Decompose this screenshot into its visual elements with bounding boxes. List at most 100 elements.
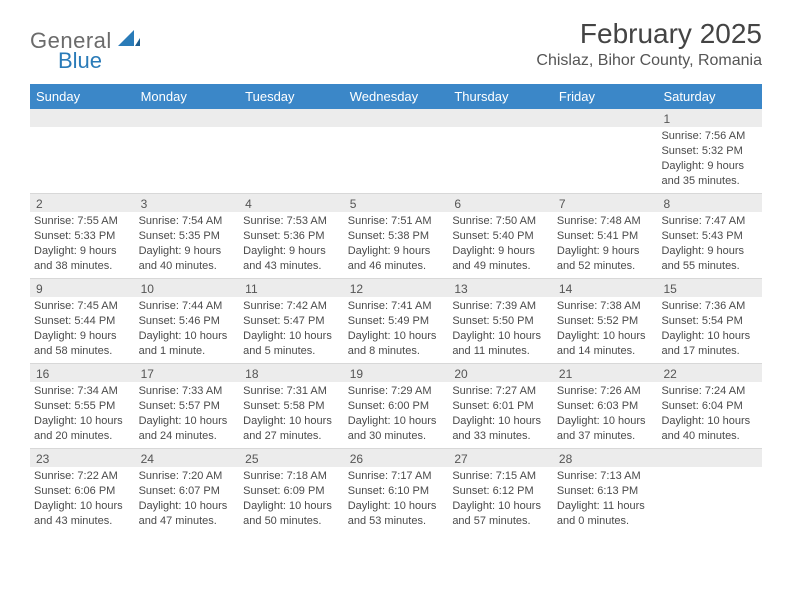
day-cell: 1Sunrise: 7:56 AMSunset: 5:32 PMDaylight… — [657, 109, 762, 193]
sunrise-line: Sunrise: 7:54 AM — [139, 214, 236, 229]
sunset-line: Sunset: 5:52 PM — [557, 314, 654, 329]
sunset-line: Sunset: 5:32 PM — [661, 144, 758, 159]
day-cell — [344, 109, 449, 193]
day-cell: 23Sunrise: 7:22 AMSunset: 6:06 PMDayligh… — [30, 449, 135, 533]
sunrise-line: Sunrise: 7:44 AM — [139, 299, 236, 314]
daylight-line: Daylight: 9 hours and 40 minutes. — [139, 244, 236, 274]
daylight-line: Daylight: 10 hours and 24 minutes. — [139, 414, 236, 444]
sunset-line: Sunset: 5:46 PM — [139, 314, 236, 329]
sunrise-line: Sunrise: 7:36 AM — [661, 299, 758, 314]
location-subtitle: Chislaz, Bihor County, Romania — [536, 52, 762, 70]
sunrise-line: Sunrise: 7:24 AM — [661, 384, 758, 399]
sunrise-line: Sunrise: 7:33 AM — [139, 384, 236, 399]
daylight-line: Daylight: 11 hours and 0 minutes. — [557, 499, 654, 529]
day-cell: 9Sunrise: 7:45 AMSunset: 5:44 PMDaylight… — [30, 279, 135, 363]
day-number: 8 — [657, 194, 762, 212]
day-cell: 14Sunrise: 7:38 AMSunset: 5:52 PMDayligh… — [553, 279, 658, 363]
sunset-line: Sunset: 6:00 PM — [348, 399, 445, 414]
sunrise-line: Sunrise: 7:45 AM — [34, 299, 131, 314]
day-cell: 5Sunrise: 7:51 AMSunset: 5:38 PMDaylight… — [344, 194, 449, 278]
sunrise-line: Sunrise: 7:15 AM — [452, 469, 549, 484]
day-number: 13 — [448, 279, 553, 297]
day-cell: 24Sunrise: 7:20 AMSunset: 6:07 PMDayligh… — [135, 449, 240, 533]
sunrise-line: Sunrise: 7:29 AM — [348, 384, 445, 399]
day-number: 5 — [344, 194, 449, 212]
day-cell: 19 Sunrise: 7:29 AMSunset: 6:00 PMDayligh… — [344, 364, 449, 448]
weekday-header: Thursday — [448, 84, 553, 109]
sunset-line: Sunset: 5:47 PM — [243, 314, 340, 329]
calendar-grid: Sunday Monday Tuesday Wednesday Thursday… — [30, 84, 762, 533]
daylight-line: Daylight: 9 hours and 52 minutes. — [557, 244, 654, 274]
day-cell: 27Sunrise: 7:15 AMSunset: 6:12 PMDayligh… — [448, 449, 553, 533]
logo-text-block: General Blue — [30, 24, 140, 74]
sunrise-line: Sunrise: 7:20 AM — [139, 469, 236, 484]
day-number: 3 — [135, 194, 240, 212]
day-cell: 17Sunrise: 7:33 AMSunset: 5:57 PMDayligh… — [135, 364, 240, 448]
sunset-line: Sunset: 5:49 PM — [348, 314, 445, 329]
sunrise-line: Sunrise: 7:55 AM — [34, 214, 131, 229]
daylight-line: Daylight: 10 hours and 17 minutes. — [661, 329, 758, 359]
daylight-line: Daylight: 9 hours and 35 minutes. — [661, 159, 758, 189]
sunrise-line: Sunrise: 7:41 AM — [348, 299, 445, 314]
sunset-line: Sunset: 5:40 PM — [452, 229, 549, 244]
week-row: 2Sunrise: 7:55 AMSunset: 5:33 PMDaylight… — [30, 193, 762, 278]
day-number: 22 — [657, 364, 762, 382]
daylight-line: Daylight: 10 hours and 30 minutes. — [348, 414, 445, 444]
day-number: 19 — [344, 364, 449, 382]
day-number: 14 — [553, 279, 658, 297]
sunset-line: Sunset: 5:50 PM — [452, 314, 549, 329]
sunset-line: Sunset: 6:13 PM — [557, 484, 654, 499]
brand-logo: General Blue — [30, 18, 140, 74]
day-number — [135, 109, 240, 127]
day-cell: 11Sunrise: 7:42 AMSunset: 5:47 PMDayligh… — [239, 279, 344, 363]
sunset-line: Sunset: 5:43 PM — [661, 229, 758, 244]
day-cell: 22Sunrise: 7:24 AMSunset: 6:04 PMDayligh… — [657, 364, 762, 448]
sunrise-line: Sunrise: 7:39 AM — [452, 299, 549, 314]
day-number: 21 — [553, 364, 658, 382]
sunrise-line: Sunrise: 7:42 AM — [243, 299, 340, 314]
daylight-line: Daylight: 9 hours and 38 minutes. — [34, 244, 131, 274]
day-cell: 7Sunrise: 7:48 AMSunset: 5:41 PMDaylight… — [553, 194, 658, 278]
daylight-line: Daylight: 10 hours and 8 minutes. — [348, 329, 445, 359]
week-row: 16Sunrise: 7:34 AMSunset: 5:55 PMDayligh… — [30, 363, 762, 448]
day-cell: 20Sunrise: 7:27 AMSunset: 6:01 PMDayligh… — [448, 364, 553, 448]
day-cell — [448, 109, 553, 193]
day-number: 1 — [657, 109, 762, 127]
sail-icon — [118, 28, 140, 53]
day-number: 16 — [30, 364, 135, 382]
weekday-header: Monday — [135, 84, 240, 109]
daylight-line: Daylight: 10 hours and 20 minutes. — [34, 414, 131, 444]
title-block: February 2025 Chislaz, Bihor County, Rom… — [536, 18, 762, 70]
sunrise-line: Sunrise: 7:53 AM — [243, 214, 340, 229]
sunset-line: Sunset: 5:41 PM — [557, 229, 654, 244]
day-cell: 28 Sunrise: 7:13 AMSunset: 6:13 PMDayligh… — [553, 449, 658, 533]
sunrise-line: Sunrise: 7:50 AM — [452, 214, 549, 229]
day-cell: 25Sunrise: 7:18 AMSunset: 6:09 PMDayligh… — [239, 449, 344, 533]
month-title: February 2025 — [536, 18, 762, 50]
day-number: 4 — [239, 194, 344, 212]
day-number — [344, 109, 449, 127]
day-cell: 2Sunrise: 7:55 AMSunset: 5:33 PMDaylight… — [30, 194, 135, 278]
day-number — [657, 449, 762, 467]
day-number: 28 — [553, 449, 658, 467]
sunset-line: Sunset: 6:06 PM — [34, 484, 131, 499]
day-number: 26 — [344, 449, 449, 467]
weekday-header-row: Sunday Monday Tuesday Wednesday Thursday… — [30, 84, 762, 109]
sunset-line: Sunset: 6:09 PM — [243, 484, 340, 499]
day-cell: 10Sunrise: 7:44 AMSunset: 5:46 PMDayligh… — [135, 279, 240, 363]
sunrise-line: Sunrise: 7:13 AM — [557, 469, 654, 484]
day-cell: 21Sunrise: 7:26 AMSunset: 6:03 PMDayligh… — [553, 364, 658, 448]
day-cell — [135, 109, 240, 193]
day-cell: 12Sunrise: 7:41 AMSunset: 5:49 PMDayligh… — [344, 279, 449, 363]
sunset-line: Sunset: 6:10 PM — [348, 484, 445, 499]
sunrise-line: Sunrise: 7:51 AM — [348, 214, 445, 229]
weekday-header: Saturday — [657, 84, 762, 109]
sunset-line: Sunset: 5:58 PM — [243, 399, 340, 414]
sunset-line: Sunset: 5:35 PM — [139, 229, 236, 244]
daylight-line: Daylight: 10 hours and 33 minutes. — [452, 414, 549, 444]
day-number: 2 — [30, 194, 135, 212]
daylight-line: Daylight: 10 hours and 37 minutes. — [557, 414, 654, 444]
day-cell: 4Sunrise: 7:53 AMSunset: 5:36 PMDaylight… — [239, 194, 344, 278]
week-row: 1Sunrise: 7:56 AMSunset: 5:32 PMDaylight… — [30, 109, 762, 193]
sunset-line: Sunset: 6:12 PM — [452, 484, 549, 499]
